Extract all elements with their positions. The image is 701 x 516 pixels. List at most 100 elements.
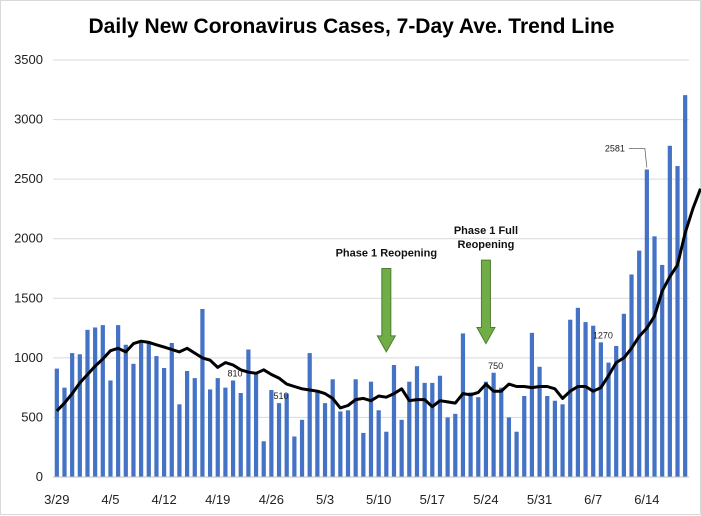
bar (453, 413, 458, 477)
bar (575, 307, 580, 477)
leader-line (628, 148, 648, 168)
bar (384, 431, 389, 477)
bar (591, 325, 596, 477)
bar (230, 380, 236, 477)
bar (299, 419, 305, 477)
bar (139, 341, 144, 477)
bar (246, 349, 251, 477)
bar (116, 325, 121, 477)
bar (162, 367, 167, 477)
y-tick-label: 3500 (14, 52, 43, 67)
bar (276, 403, 282, 477)
bar (476, 397, 481, 477)
bar (660, 264, 665, 477)
bar (123, 344, 128, 477)
annotation-label: Phase 1 Full (454, 225, 518, 237)
bar (200, 309, 205, 477)
bar (407, 381, 412, 477)
y-tick-label: 2000 (14, 231, 43, 246)
bar (376, 410, 381, 477)
trend-line (55, 188, 701, 412)
y-tick-label: 1500 (14, 290, 43, 305)
x-tick-label: 4/12 (151, 492, 176, 507)
bar (77, 354, 82, 477)
bar (70, 353, 75, 477)
bar (483, 381, 489, 477)
x-tick-label: 6/7 (584, 492, 602, 507)
x-tick-label: 5/3 (316, 492, 334, 507)
bar (261, 441, 266, 477)
bar (637, 250, 642, 477)
bar (667, 145, 672, 478)
bar (62, 387, 67, 477)
data-label: 1270 (593, 330, 613, 340)
bar (192, 378, 197, 477)
y-tick-label: 2500 (14, 171, 43, 186)
bar (284, 393, 289, 477)
y-tick-label: 500 (21, 409, 43, 424)
bar (322, 403, 328, 477)
bar (146, 341, 151, 477)
bar (506, 417, 512, 477)
bar (583, 322, 588, 477)
bar (100, 325, 105, 477)
bar (629, 274, 634, 477)
x-tick-label: 4/26 (259, 492, 284, 507)
x-tick-label: 4/19 (205, 492, 230, 507)
bar (177, 404, 182, 477)
bar (169, 342, 174, 477)
annotation-label: Phase 1 Reopening (336, 248, 437, 260)
bar (54, 368, 59, 477)
bar (445, 417, 450, 477)
bar (430, 382, 435, 477)
bar (391, 365, 397, 477)
bar (468, 392, 473, 477)
bar (223, 387, 228, 477)
x-tick-label: 5/10 (366, 492, 391, 507)
data-label: 510 (274, 391, 289, 401)
bar (606, 362, 611, 477)
bar (345, 410, 351, 477)
bar (552, 400, 558, 477)
bar (652, 236, 657, 477)
bar (292, 436, 297, 477)
bar (361, 432, 366, 477)
bar (560, 404, 565, 477)
bar (675, 166, 680, 477)
bar (414, 366, 420, 477)
data-label: 750 (488, 361, 503, 371)
x-tick-label: 3/29 (44, 492, 69, 507)
bar (644, 169, 649, 477)
bar (399, 419, 404, 477)
bar (437, 375, 443, 477)
bar (93, 327, 98, 477)
bar (460, 333, 466, 477)
bar (85, 329, 90, 477)
bar (491, 372, 496, 477)
annotation-arrow (376, 268, 397, 353)
bar (568, 319, 573, 477)
y-tick-label: 3000 (14, 112, 43, 127)
annotation-label: Reopening (458, 239, 515, 251)
bar (598, 342, 603, 477)
data-label: 2581 (605, 143, 625, 153)
bar (529, 332, 535, 477)
bar (238, 393, 243, 477)
bar (269, 390, 274, 477)
x-tick-label: 5/24 (473, 492, 498, 507)
bar (330, 379, 335, 477)
x-tick-label: 5/31 (527, 492, 552, 507)
bar (215, 378, 220, 477)
bar (307, 353, 312, 477)
bar (368, 381, 374, 477)
x-tick-label: 6/14 (634, 492, 659, 507)
bar (315, 390, 320, 477)
bar (131, 363, 136, 477)
bar (338, 411, 343, 477)
bar (353, 379, 358, 477)
annotation-arrow (476, 259, 496, 345)
x-tick-label: 5/17 (420, 492, 445, 507)
bar (253, 372, 259, 477)
bar (499, 387, 504, 477)
